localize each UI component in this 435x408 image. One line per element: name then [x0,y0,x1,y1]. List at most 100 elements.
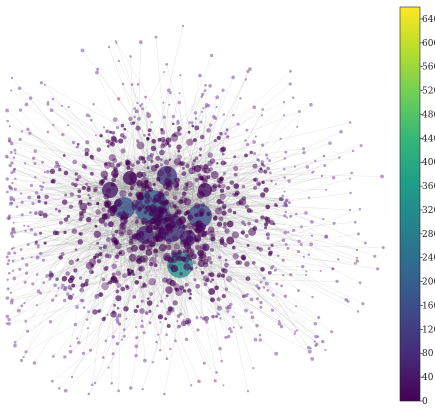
network-node [266,166,270,171]
network-node [224,258,228,262]
network-node [192,138,197,143]
network-node [295,212,298,216]
network-node [240,230,246,235]
network-node [311,295,314,299]
network-graph [4,24,385,396]
network-edge [153,141,206,191]
network-node [11,197,15,201]
network-edge [134,71,291,214]
network-node [6,262,10,266]
network-edge [24,176,107,283]
network-edge [131,123,168,172]
network-node [185,210,191,215]
network-edge [130,102,285,177]
network-node [221,152,225,156]
network-node [142,204,147,209]
network-node [44,201,48,205]
colorbar-tick-label: 280 [422,230,435,240]
network-node [307,196,311,199]
network-node [244,139,247,142]
network-edge [169,189,273,311]
colorbar-tick-label: 200 [422,278,435,288]
network-node [244,261,250,267]
network-node [158,225,164,231]
network-edge [137,229,143,322]
network-node [254,219,259,223]
node-layer [4,24,385,396]
network-node [125,284,129,288]
network-node [136,83,140,86]
network-node [13,148,17,152]
network-node [129,386,133,390]
network-node [219,238,225,244]
network-node [183,198,192,206]
network-node [283,167,286,171]
network-node [60,252,65,256]
network-node [9,141,14,146]
network-edge [134,108,153,190]
network-node [241,184,246,189]
network-node [37,199,41,203]
network-edge [130,56,136,183]
network-edge [129,111,300,181]
network-edge [170,278,338,282]
network-node [126,246,133,253]
network-node [167,142,170,145]
network-node [158,243,167,252]
network-node [244,153,248,158]
network-node [115,320,120,324]
network-node [356,310,360,313]
network-node [198,73,202,78]
network-node [259,300,263,305]
network-node [129,185,135,191]
network-node [373,254,377,258]
network-node [264,226,267,230]
network-node [134,109,139,114]
network-node [113,240,119,246]
network-node [170,255,178,263]
network-node [53,283,57,288]
network-node [231,75,235,80]
network-edge [174,269,284,276]
network-node [216,305,222,311]
network-node [31,282,35,286]
network-node [224,132,227,136]
network-node [271,293,275,297]
network-edge [64,189,111,233]
network-node [279,325,284,329]
network-node [176,126,182,131]
network-edge [179,102,191,229]
network-node [96,201,100,205]
network-node [35,304,38,307]
network-node [139,104,142,107]
network-node [128,240,134,246]
network-edge [83,217,116,354]
network-node [146,136,150,141]
network-node [36,243,40,247]
network-node [199,316,203,319]
network-node [208,167,214,172]
network-node [165,184,173,191]
network-edge [171,174,217,373]
network-node [99,134,103,138]
network-node [114,199,123,207]
network-edge [82,264,181,286]
network-node [225,306,229,310]
network-node [171,235,179,242]
network-node [306,345,311,350]
network-node [13,251,17,255]
network-edge [135,215,138,220]
network-node [98,292,104,298]
network-node [128,253,137,262]
network-node [11,234,15,238]
network-node [111,263,117,269]
network-node [159,321,162,324]
network-edge [169,75,201,220]
network-node [92,102,95,106]
network-node [93,186,99,192]
network-edge [61,105,203,211]
network-node [160,129,166,135]
network-edge [22,183,111,203]
network-node [146,154,153,162]
network-node [165,286,173,294]
